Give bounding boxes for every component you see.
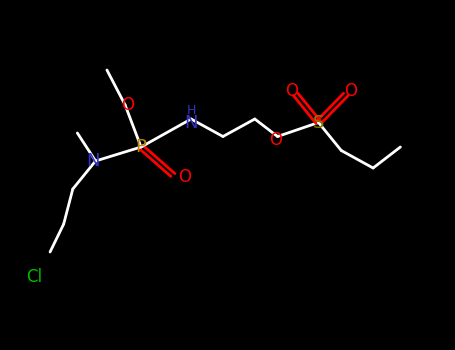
Text: O: O xyxy=(285,82,298,100)
Text: O: O xyxy=(269,131,282,149)
Text: Cl: Cl xyxy=(26,267,42,286)
Text: N: N xyxy=(184,113,198,132)
Text: P: P xyxy=(136,138,147,156)
Text: S: S xyxy=(313,113,324,132)
Text: O: O xyxy=(178,168,191,186)
Text: O: O xyxy=(344,82,357,100)
Text: H: H xyxy=(187,104,196,117)
Text: N: N xyxy=(86,152,100,170)
Text: O: O xyxy=(121,96,134,114)
